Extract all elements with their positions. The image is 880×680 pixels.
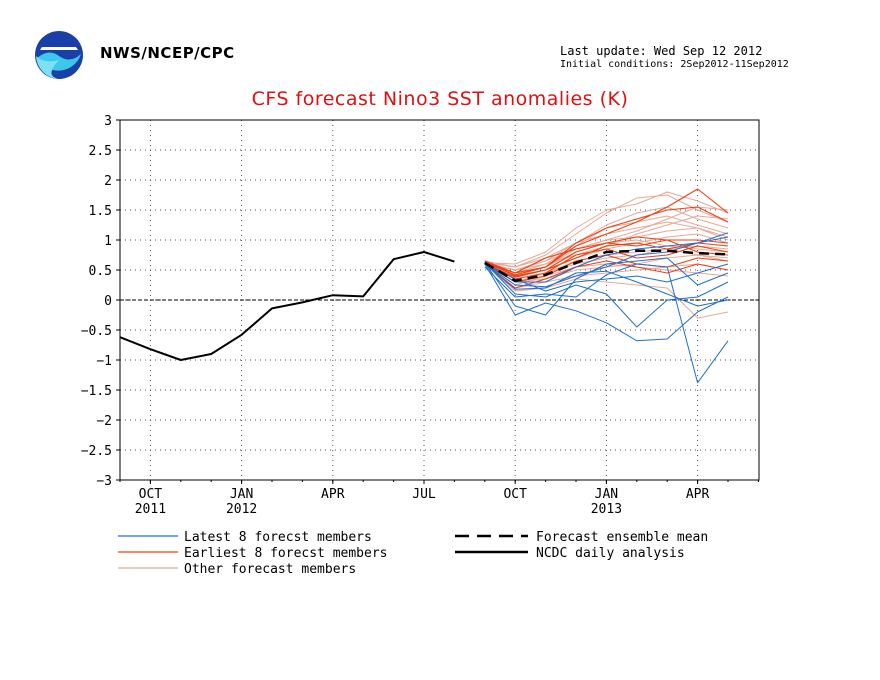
x-tick-label: JAN [230,487,253,502]
ensemble-mean-line [484,249,729,283]
earliest-member-line [484,260,729,289]
y-tick-label: 2 [104,174,112,189]
legend-label-mean: Forecast ensemble mean [536,530,708,545]
x-tick-label: APR [686,487,710,502]
y-tick-label: 0 [104,294,112,309]
legend-label-analysis: NCDC daily analysis [536,546,685,561]
legend-label-earliest: Earliest 8 forecst members [184,546,388,561]
org-name: NWS/NCEP/CPC [100,44,235,62]
y-tick-label: 0.5 [89,264,112,279]
y-tick-label: 1 [104,234,112,249]
last-update: Last update: Wed Sep 12 2012 [560,44,763,58]
other-member-line [484,191,729,265]
y-tick-label: −0.5 [81,324,112,339]
latest-member-line [484,263,729,342]
ncdc-analysis-line [119,251,455,361]
latest-member-line [484,262,729,328]
y-tick-label: 1.5 [89,204,112,219]
y-tick-label: 2.5 [89,144,112,159]
earliest-member-line [484,245,729,280]
x-tick-label: JUL [412,487,436,502]
latest-member-line [484,236,729,288]
other-member-line [484,263,729,319]
y-tick-label: −3 [96,474,112,489]
legend-label-other: Other forecast members [184,562,356,577]
latest-member-line [484,232,729,283]
x-tick-year: 2011 [135,502,166,517]
x-tick-label: APR [321,487,345,502]
other-member-line [484,194,729,268]
earliest-member-line [484,188,729,274]
latest-member-line [484,262,729,292]
latest-member-line [484,263,729,307]
earliest-member-line [484,242,729,278]
noaa-logo-icon [35,31,83,79]
earliest-member-line [484,206,729,276]
earliest-member-line [484,236,729,274]
y-tick-label: −1.5 [81,384,112,399]
other-member-line [484,206,729,271]
x-tick-label: OCT [503,487,527,502]
x-tick-year: 2012 [226,502,257,517]
chart-title: CFS forecast Nino3 SST anomalies (K) [251,88,629,110]
y-tick-label: −1 [96,354,112,369]
x-tick-label: OCT [139,487,163,502]
legend-label-latest: Latest 8 forecst members [184,530,372,545]
latest-member-line [484,263,729,384]
y-tick-label: −2 [96,414,112,429]
initial-conditions: Initial conditions: 2Sep2012-11Sep2012 [560,59,789,70]
y-tick-label: −2.5 [81,444,112,459]
x-tick-year: 2013 [591,502,622,517]
y-tick-label: 3 [104,114,112,129]
x-tick-label: JAN [595,487,618,502]
